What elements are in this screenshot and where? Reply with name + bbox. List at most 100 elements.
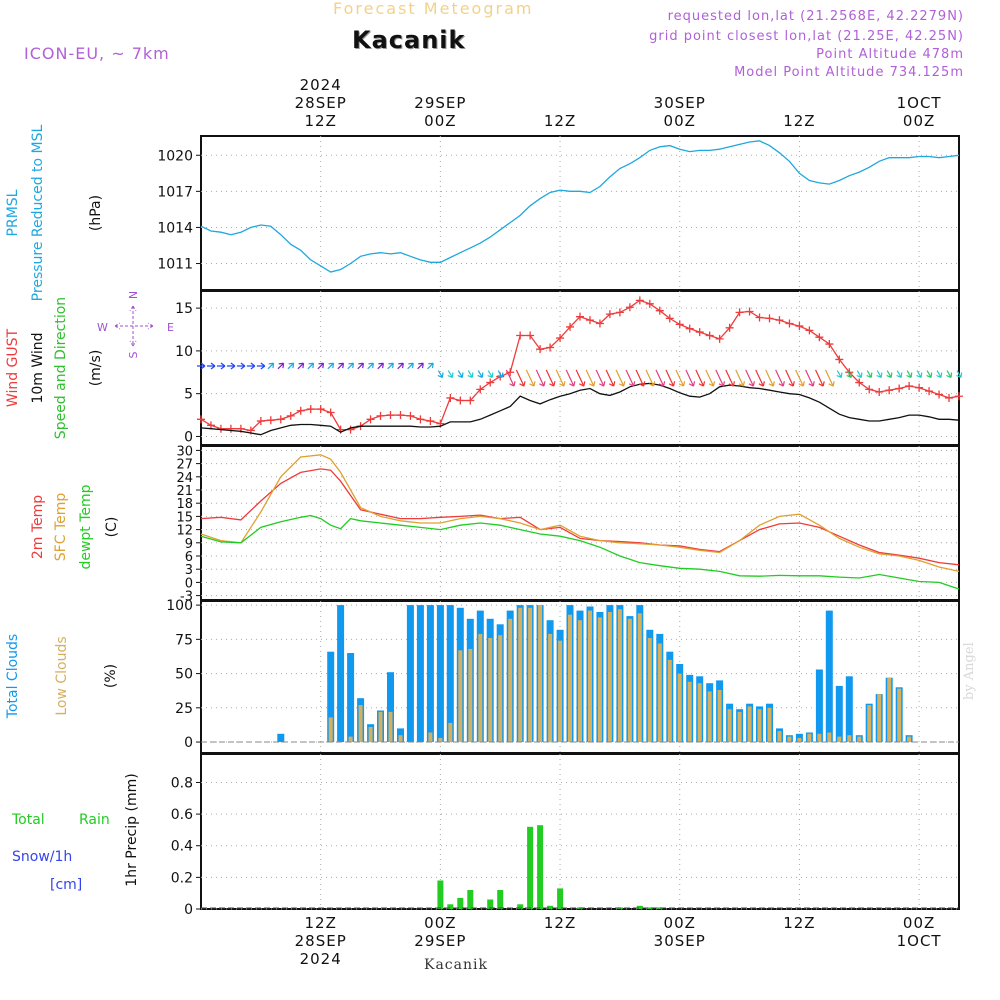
bottom-x-tick-label: 30SEP	[654, 932, 706, 950]
temperature-ytick-label: 30	[176, 444, 193, 459]
clouds-bar	[478, 633, 483, 743]
temperature-series-1-line	[200, 454, 960, 573]
wind-direction-arrow-shape	[815, 369, 825, 387]
gust-point	[915, 383, 924, 392]
wind-direction-arrow-shape	[525, 369, 536, 387]
precip-rain-label: Rain	[79, 812, 110, 828]
wind-direction-arrow-shape	[715, 369, 726, 387]
clouds-ytick-label: 50	[175, 667, 193, 683]
gust-point	[835, 355, 844, 364]
gust-point	[695, 328, 704, 337]
gust-point	[486, 378, 495, 387]
gust-point	[775, 316, 784, 325]
clouds-bar	[528, 607, 533, 742]
clouds-bar	[426, 605, 434, 742]
wind-direction-arrow	[665, 369, 676, 387]
temperature-ytick-label: 18	[176, 497, 193, 512]
wind-direction-arrow-shape	[236, 362, 246, 370]
clouds-bar	[607, 612, 612, 743]
clouds-bar	[488, 638, 493, 743]
gust-point	[206, 421, 215, 430]
wind-direction-arrow-shape	[846, 370, 853, 379]
temperature-series-2-line	[200, 514, 960, 590]
gust-point	[925, 387, 934, 396]
wind-direction-arrow	[936, 370, 943, 379]
bottom-x-tick-label: 12Z	[783, 914, 815, 932]
gust-point	[815, 333, 824, 342]
clouds-bar	[277, 733, 285, 742]
wind-direction-arrow	[705, 369, 716, 387]
wind-direction-arrow	[815, 369, 825, 387]
gust-point	[566, 322, 575, 331]
pressure-ytick-label: 1014	[157, 220, 193, 236]
clouds-bar	[907, 736, 912, 743]
gust-point	[286, 411, 295, 420]
compass-n: N	[127, 291, 140, 299]
pressure-panel-frame	[200, 135, 960, 291]
wind-direction-arrow	[565, 369, 576, 387]
pressure-series-0-line	[200, 140, 960, 273]
wind-ytick-label: 0	[184, 429, 193, 445]
wind-direction-arrow-shape	[457, 370, 464, 379]
gust-point	[366, 415, 375, 424]
clouds-bar	[597, 617, 602, 742]
requested-coordinates: requested lon,lat (21.2568E, 42.2279N)	[667, 9, 964, 24]
wind-direction-arrow	[545, 369, 556, 387]
wind-direction-arrow-shape	[497, 370, 504, 379]
wind-direction-arrow	[447, 370, 454, 379]
clouds-bar	[398, 735, 403, 742]
clouds-bar	[368, 727, 373, 743]
clouds-bar	[518, 607, 523, 742]
wind-direction-arrow	[427, 362, 434, 370]
wind-direction-arrow-shape	[755, 369, 765, 387]
clouds-bar	[667, 659, 672, 743]
model-point-altitude: Model Point Altitude 734.125m	[734, 65, 964, 80]
precip-bar	[537, 825, 544, 909]
wind-direction-arrow-shape	[775, 369, 785, 387]
temperature-axis-label: SFC Temp	[53, 493, 69, 562]
gust-point	[865, 385, 874, 394]
clouds-bar	[697, 683, 702, 743]
clouds-bar	[458, 650, 463, 742]
wind-direction-arrow	[615, 369, 626, 387]
wind-direction-arrow	[347, 362, 355, 370]
temperature-ytick-label: 3	[185, 563, 193, 578]
model-label: ICON-EU, ~ 7km	[24, 44, 170, 63]
wind-direction-arrow	[505, 369, 516, 387]
wind-direction-arrow-shape	[477, 370, 484, 379]
pressure-axis-label: PRMSL	[5, 189, 21, 236]
gust-point	[456, 396, 465, 405]
wind-direction-arrow-shape	[824, 369, 835, 387]
pressure-axis-label: (hPa)	[88, 195, 104, 231]
clouds-bar	[637, 613, 642, 742]
wind-direction-arrow-shape	[377, 362, 384, 370]
wind-direction-arrow	[236, 362, 246, 370]
pressure-ytick-label: 1011	[157, 257, 193, 273]
wind-direction-arrow	[836, 370, 843, 379]
clouds-bar	[446, 605, 454, 742]
wind-direction-arrow-shape	[505, 369, 516, 387]
wind-direction-arrow	[206, 362, 216, 370]
compass-w: W	[97, 321, 108, 334]
clouds-bar	[827, 732, 832, 743]
clouds-bar	[578, 620, 582, 743]
clouds-bar	[416, 605, 424, 742]
gust-point	[765, 314, 774, 323]
wind-direction-arrow-shape	[936, 370, 943, 379]
wind-direction-arrow-shape	[347, 362, 355, 370]
gust-point	[595, 319, 604, 328]
wind-ytick-label: 15	[175, 301, 193, 317]
gust-point	[576, 312, 584, 321]
wind-direction-arrow-shape	[447, 370, 454, 379]
wind-direction-arrow	[487, 370, 494, 379]
top-x-tick-label: 12Z	[783, 112, 815, 130]
wind-direction-arrow	[745, 369, 755, 387]
clouds-bar	[448, 722, 453, 743]
precip-bar	[457, 897, 464, 909]
wind-direction-arrow	[846, 370, 853, 379]
gust-point	[605, 310, 614, 319]
wind-direction-arrow	[467, 370, 474, 379]
wind-direction-arrow-shape	[417, 362, 424, 370]
clouds-bar	[847, 735, 852, 742]
